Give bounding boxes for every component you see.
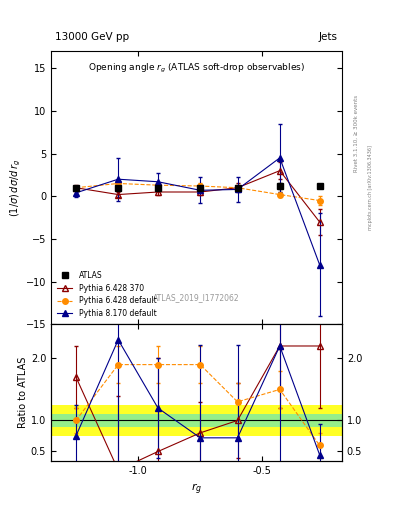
Text: 13000 GeV pp: 13000 GeV pp [55,32,129,42]
Text: mcplots.cern.ch [arXiv:1306.3436]: mcplots.cern.ch [arXiv:1306.3436] [368,145,373,230]
Text: Jets: Jets [319,32,338,42]
X-axis label: $r_g$: $r_g$ [191,481,202,497]
Y-axis label: Ratio to ATLAS: Ratio to ATLAS [18,357,28,428]
Text: Rivet 3.1.10, ≥ 300k events: Rivet 3.1.10, ≥ 300k events [354,95,358,172]
Text: Opening angle $r_g$ (ATLAS soft-drop observables): Opening angle $r_g$ (ATLAS soft-drop obs… [88,62,305,75]
Legend: ATLAS, Pythia 6.428 370, Pythia 6.428 default, Pythia 8.170 default: ATLAS, Pythia 6.428 370, Pythia 6.428 de… [55,268,159,321]
Y-axis label: $(1/\sigma)\,d\sigma/d\,r_g$: $(1/\sigma)\,d\sigma/d\,r_g$ [9,159,23,217]
Text: ATLAS_2019_I1772062: ATLAS_2019_I1772062 [153,293,240,303]
